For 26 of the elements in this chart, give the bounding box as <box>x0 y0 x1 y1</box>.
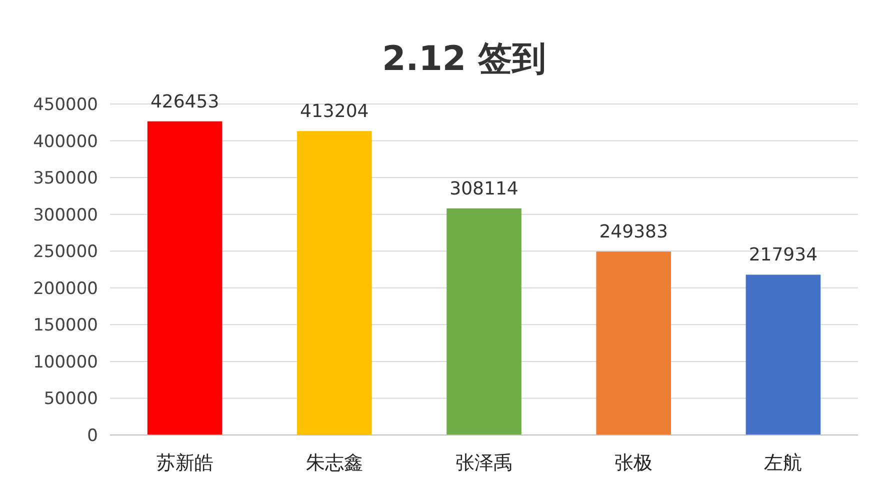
chart-title: 2.12 签到 <box>382 39 546 79</box>
data-label: 249383 <box>599 222 668 243</box>
y-tick-label: 0 <box>87 426 98 446</box>
bar <box>746 274 821 435</box>
y-tick-label: 300000 <box>33 205 98 226</box>
y-tick-label: 200000 <box>33 278 98 299</box>
x-tick-label: 张极 <box>614 452 653 474</box>
data-label: 308114 <box>450 178 518 200</box>
y-tick-label: 250000 <box>33 242 98 262</box>
bar <box>596 252 671 435</box>
bar <box>446 208 522 435</box>
y-tick-label: 100000 <box>33 352 98 372</box>
x-tick-label: 张泽禹 <box>456 452 512 474</box>
data-label: 413204 <box>300 101 369 122</box>
y-tick-label: 350000 <box>33 168 98 189</box>
y-tick-label: 150000 <box>33 316 98 336</box>
y-tick-label: 400000 <box>33 132 98 152</box>
x-tick-label: 苏新皓 <box>156 452 214 474</box>
y-tick-label: 450000 <box>33 95 98 115</box>
data-label: 217934 <box>748 244 818 266</box>
data-label: 426453 <box>150 91 220 112</box>
x-tick-label: 朱志鑫 <box>306 452 363 474</box>
bar <box>147 121 222 435</box>
bar <box>297 131 372 435</box>
x-tick-label: 左航 <box>764 452 802 474</box>
y-tick-label: 50000 <box>44 389 98 410</box>
